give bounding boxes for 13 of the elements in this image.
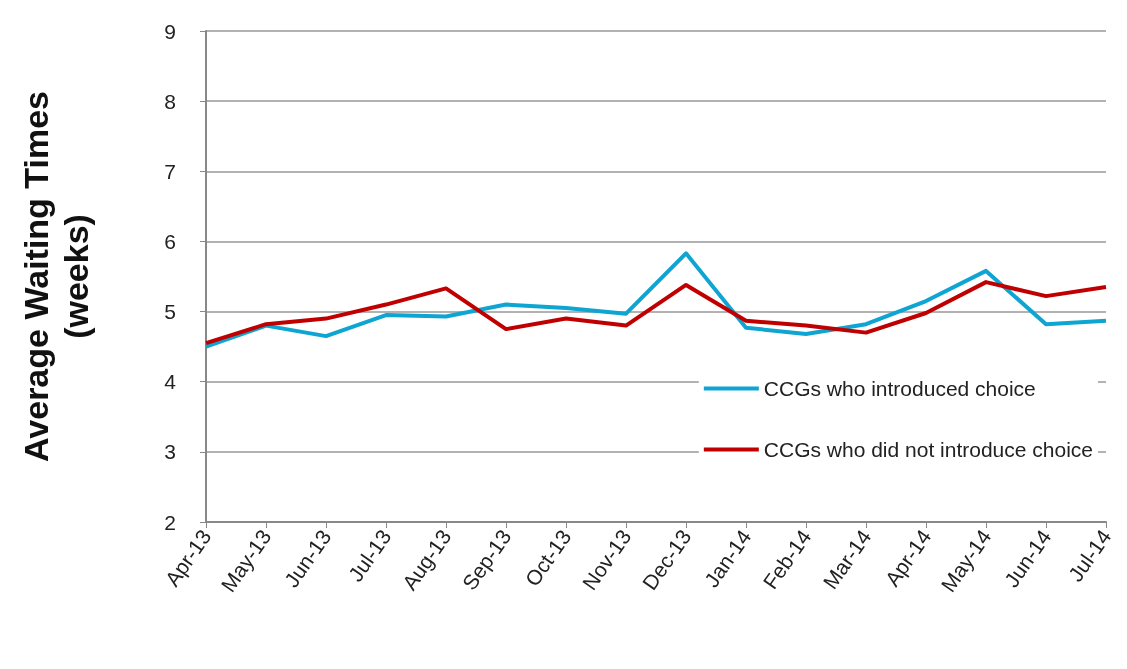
y-axis-title: Average Waiting Times (weeks) [17, 91, 95, 462]
y-tick-label: 3 [164, 440, 176, 464]
y-tick-label: 8 [164, 89, 176, 113]
legend-label: CCGs who did not introduce choice [763, 438, 1093, 461]
y-tick-label: 9 [164, 19, 176, 43]
line-series [204, 280, 1108, 346]
y-tick-label: 4 [164, 370, 177, 394]
y-tick-label: 2 [164, 510, 176, 534]
y-tick-label: 6 [164, 229, 176, 253]
y-tick-label: 5 [164, 300, 176, 324]
line-series [204, 251, 1108, 349]
legend-label: CCGs who introduced choice [763, 377, 1036, 400]
y-tick-label: 7 [164, 159, 176, 183]
